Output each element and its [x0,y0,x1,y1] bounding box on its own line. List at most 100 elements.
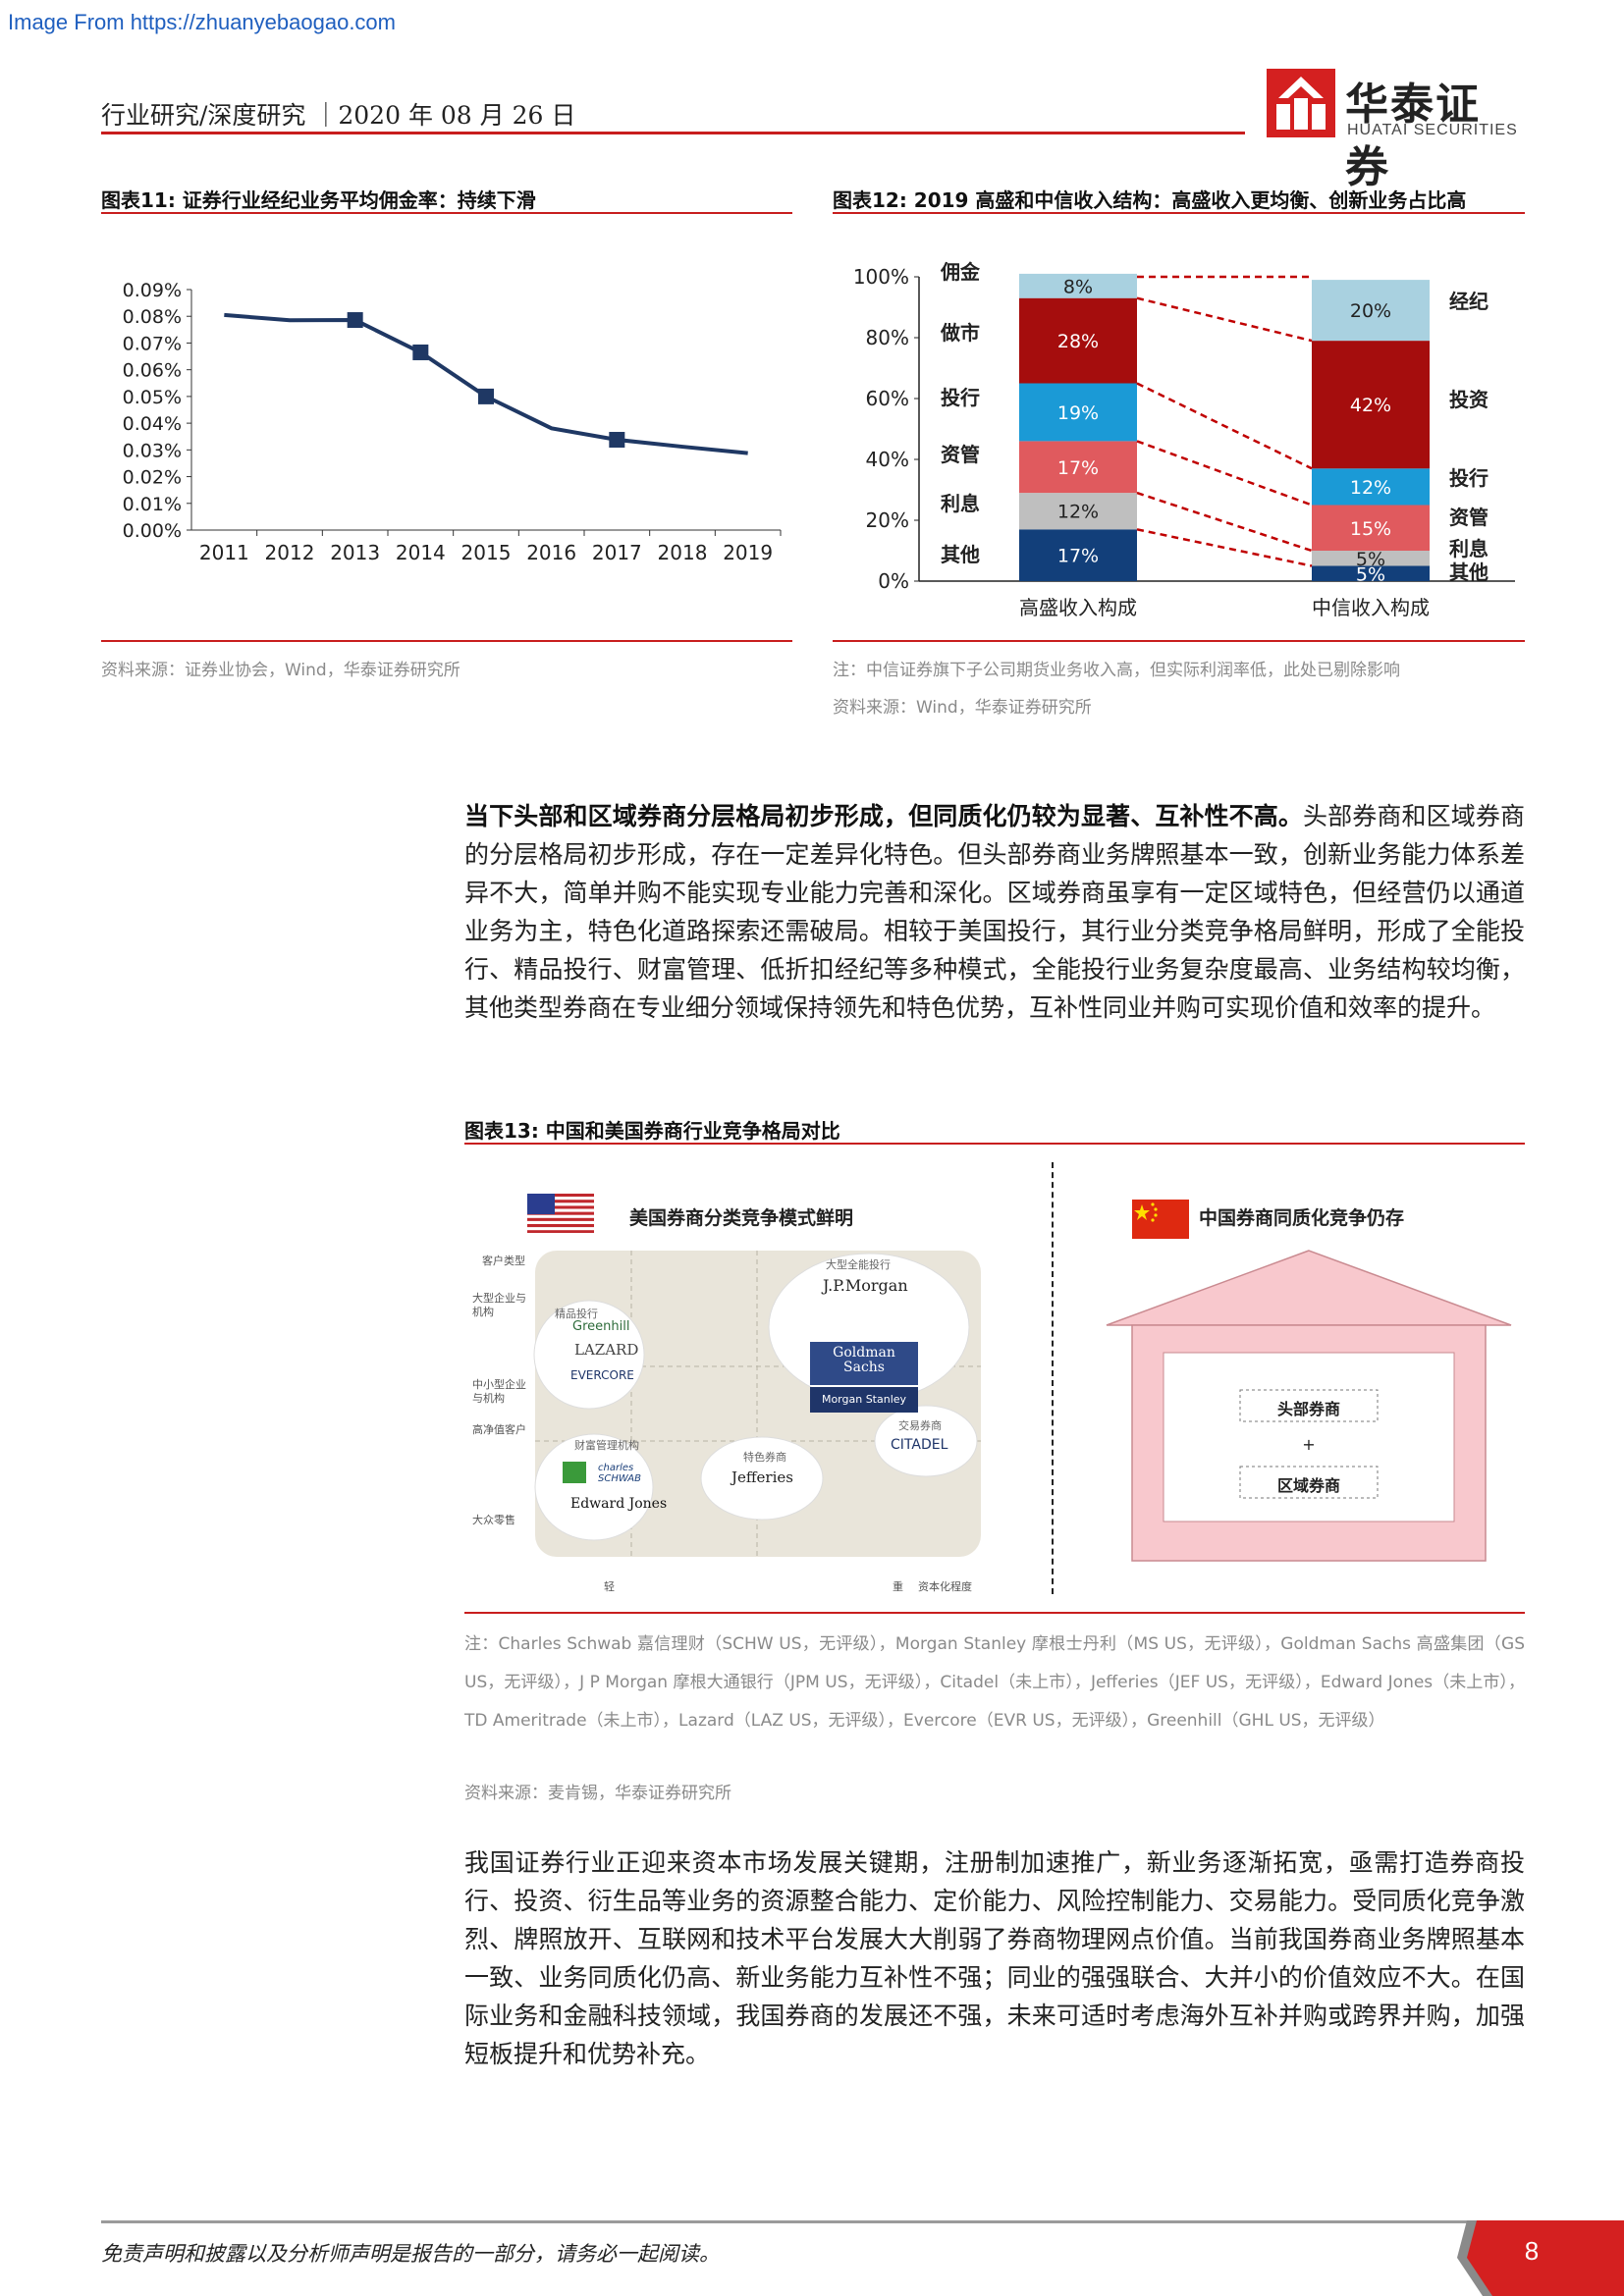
connector-line [1136,491,1313,553]
bar-segment [1312,468,1430,506]
category-label: 高盛收入构成 [1019,596,1137,619]
watermark-link[interactable]: Image From https://zhuanyebaogao.com [8,10,396,34]
cn-regional-broker-label: 区域券商 [1276,1476,1340,1495]
data-point-marker [412,344,429,360]
data-label: 15% [1350,518,1391,540]
left-segment-label: 投行 [941,386,980,409]
data-label: 28% [1057,331,1099,352]
footer-divider [101,2220,1525,2223]
y-tick-label: 80% [866,326,909,349]
fig11-source: 资料来源：证券业协会，Wind，华泰证券研究所 [101,661,460,680]
bar-segment [1019,529,1137,581]
cn-house-roof [1106,1250,1512,1326]
cn-regional-broker-box [1239,1466,1379,1499]
data-point-marker [347,312,363,329]
x-tick-label: 2015 [461,541,512,564]
fig13-title: 图表13: 中国和美国券商行业竞争格局对比 [464,1119,840,1143]
us-y-label-sme: 中小型企业与机构 [472,1378,526,1405]
bar-segment [1312,341,1430,469]
us-flag-icon [527,1194,594,1233]
connector-line [1136,440,1313,507]
paragraph-competition: 当下头部和区域券商分层格局初步形成，但同质化仍较为显著、互补性不高。头部券商和区… [464,797,1525,1027]
x-tick-label: 2011 [199,541,249,564]
right-segment-label: 利息 [1449,537,1489,561]
fig13-top-rule [464,1143,1525,1145]
x-tick-label: 2018 [658,541,708,564]
group-label-trading: 交易券商 [898,1419,942,1432]
fig11-title: 图表11: 证券行业经纪业务平均佣金率：持续下滑 [101,188,536,212]
data-label: 42% [1350,395,1391,416]
fig11-bottom-rule [101,640,792,642]
data-label: 5% [1356,563,1385,585]
group-label-specialty: 特色券商 [743,1451,786,1464]
firm-evercore: EVERCORE [570,1368,634,1382]
firm-morgan-stanley: Morgan Stanley [821,1393,907,1406]
firm-charles-schwab: charles SCHWAB [598,1463,641,1484]
y-tick-label: 0.09% [123,280,182,301]
y-tick-label: 40% [866,448,909,471]
us-y-label-hnw: 高净值客户 [472,1423,526,1436]
cn-top-broker-label: 头部券商 [1276,1400,1340,1418]
bar-segment [1312,505,1430,551]
us-heading: 美国券商分类竞争模式鲜明 [629,1207,854,1229]
bar-segment [1019,383,1137,442]
cn-plus-sign: + [1302,1435,1316,1454]
page-number: 8 [1524,2236,1540,2266]
data-label: 20% [1350,300,1391,322]
x-tick-label: 2012 [265,541,315,564]
y-tick-label: 0.04% [123,413,182,435]
cn-house-diagram [1106,1250,1512,1562]
bar-segment [1312,551,1430,566]
firm-jefferies: Jefferies [731,1468,793,1486]
paragraph-competition-body: 头部券商和区域券商的分层格局初步形成，存在一定差异化特色。但头部券商业务牌照基本… [464,802,1525,1022]
logo-chinese-text: 华泰证券 [1345,80,1481,192]
category-label: 中信收入构成 [1312,596,1430,619]
left-segment-label: 资管 [941,443,980,466]
right-segment-label: 经纪 [1449,290,1489,313]
huatai-logo-icon [1267,69,1335,137]
us-x-label-heavy: 重 [893,1580,903,1593]
china-flag-icon [1132,1200,1189,1239]
huatai-logo: 华泰证券 HUATAI SECURITIES [1267,69,1524,192]
td-logo-box [563,1462,586,1483]
firm-jpmorgan: J.P.Morgan [823,1276,908,1295]
fig13-diagram: 美国券商分类竞争模式鲜明 客户类型 大型企业与机构 中小型企业与机构 高净值客户… [464,1150,1525,1612]
connector-line [1136,382,1313,470]
bar-segment [1312,565,1430,581]
header-divider [101,132,1245,134]
x-tick-label: 2013 [330,541,380,564]
data-label: 5% [1356,549,1385,570]
fig11-line-chart: 0.00% 0.01% 0.02% 0.03% 0.04% 0.05% 0.06% 0.07%… [123,280,782,564]
y-tick-label: 0.07% [123,333,182,354]
x-tick-label: 2017 [592,541,642,564]
y-tick-label: 100% [853,265,909,289]
firm-citadel: CITADEL [891,1437,948,1453]
trading-bubble [874,1405,978,1477]
data-label: 12% [1057,502,1099,523]
specialty-bubble [700,1436,824,1521]
us-positioning-map [533,1251,981,1557]
fig11-top-rule [101,212,792,214]
right-segment-label: 资管 [1449,506,1489,529]
fig13-center-divider [1052,1162,1054,1594]
x-tick-label: 2019 [723,541,773,564]
fig12-stacked-bar-chart: 0% 20% 40% 60% 80% 100% 17% 12% 17% 19% 28% 8% 5%5% 1… [853,260,1515,619]
logo-english-text: HUATAI SECURITIES [1347,122,1518,138]
y-tick-label: 0.02% [123,467,182,489]
y-tick-label: 0% [878,569,909,593]
us-y-label-retail: 大众零售 [472,1514,515,1526]
firm-greenhill: Greenhill [572,1319,630,1334]
data-label: 19% [1057,402,1099,424]
right-segment-label: 投资 [1449,388,1489,411]
left-segment-label: 佣金 [940,260,981,284]
firm-edward-jones: Edward Jones [570,1496,668,1512]
bar-segment [1019,441,1137,494]
y-tick-label: 0.08% [123,306,182,328]
boutique-bubble [533,1300,645,1410]
cn-top-broker-box [1239,1389,1379,1422]
connector-line [1136,296,1313,343]
data-label: 17% [1057,546,1099,567]
cn-heading: 中国券商同质化竞争仍存 [1199,1207,1405,1229]
bar-segment [1019,493,1137,530]
paragraph-competition-lead: 当下头部和区域券商分层格局初步形成，但同质化仍较为显著、互补性不高。 [464,802,1304,830]
